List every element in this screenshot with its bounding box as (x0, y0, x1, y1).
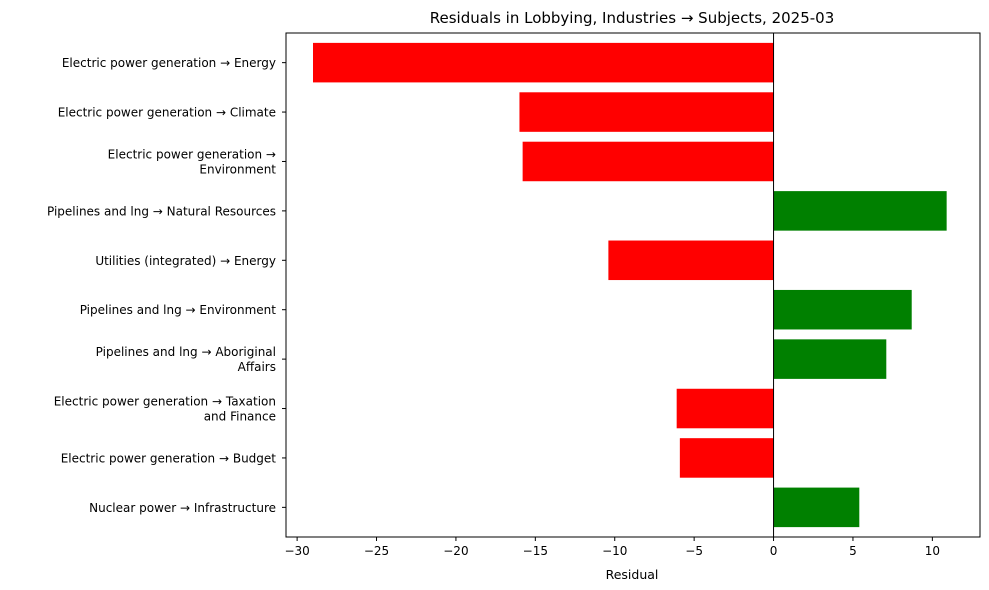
bar (773, 487, 860, 528)
y-tick-label: Electric power generation → Energy (62, 56, 276, 70)
x-tick-label: −10 (602, 544, 627, 558)
bar (679, 438, 774, 478)
bars-group (312, 42, 947, 528)
bar (608, 240, 774, 281)
x-axis: −30 −25 −20 −15 −10 −5 0 5 10 (284, 537, 940, 558)
x-tick-label: −15 (523, 544, 548, 558)
bar (773, 289, 912, 330)
y-tick-label: Electric power generation → (108, 147, 276, 161)
y-tick-label: Electric power generation → Taxation (54, 395, 276, 409)
y-tick-label: Affairs (238, 360, 276, 374)
y-tick-label: Environment (199, 162, 276, 176)
bar (522, 141, 774, 182)
x-tick-label: 10 (925, 544, 940, 558)
x-tick-label: −25 (364, 544, 389, 558)
bar (773, 339, 887, 379)
y-tick-label: Nuclear power → Infrastructure (89, 501, 276, 515)
y-tick-label: Pipelines and lng → Aboriginal (96, 345, 276, 359)
y-tick-label: Pipelines and lng → Natural Resources (47, 204, 276, 218)
plot-frame (285, 32, 981, 538)
y-tick-label: and Finance (204, 410, 276, 424)
x-tick-label: 0 (770, 544, 778, 558)
bar (676, 388, 774, 429)
y-tick-label: Electric power generation → Budget (61, 451, 277, 465)
chart-title: Residuals in Lobbying, Industries → Subj… (430, 9, 835, 27)
x-tick-label: 5 (849, 544, 857, 558)
y-tick-label: Utilities (integrated) → Energy (95, 254, 276, 268)
x-tick-label: −5 (685, 544, 703, 558)
bar (519, 92, 774, 132)
x-tick-label: −30 (284, 544, 309, 558)
x-axis-label: Residual (606, 567, 659, 582)
x-tick-label: −20 (443, 544, 468, 558)
bar (312, 42, 774, 83)
bar (773, 191, 947, 231)
y-tick-label: Electric power generation → Climate (58, 106, 276, 120)
y-axis: Electric power generation → Energy Electr… (47, 56, 286, 515)
y-tick-label: Pipelines and lng → Environment (80, 303, 277, 317)
